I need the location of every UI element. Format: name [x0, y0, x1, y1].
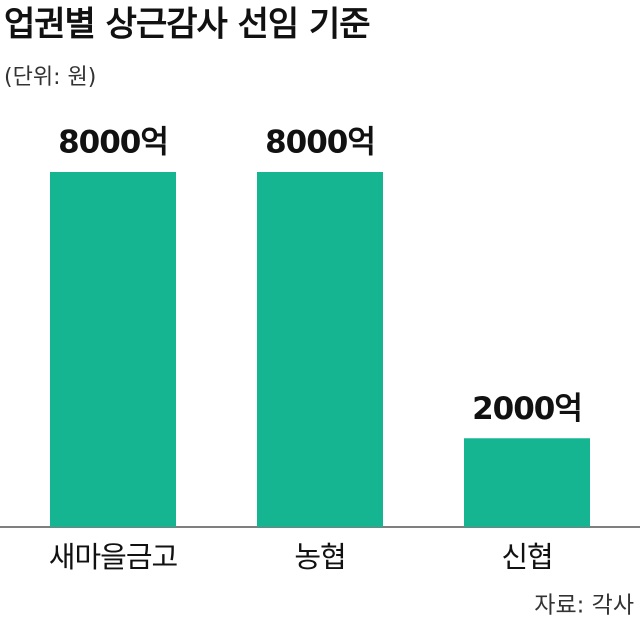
x-tick-label: 농협	[294, 540, 345, 574]
x-tick-label: 새마을금고	[49, 540, 178, 574]
bar	[257, 172, 383, 527]
bar	[50, 172, 176, 527]
chart-title: 업권별 상근감사 선임 기준	[4, 5, 370, 45]
value-label: 2000억	[472, 391, 582, 427]
bar	[464, 438, 590, 527]
value-label: 8000억	[265, 125, 375, 161]
source: 자료: 각사	[534, 593, 634, 619]
value-label: 8000억	[58, 125, 168, 161]
x-tick-label: 신협	[501, 540, 552, 574]
chart-subtitle: (단위: 원)	[4, 65, 96, 90]
